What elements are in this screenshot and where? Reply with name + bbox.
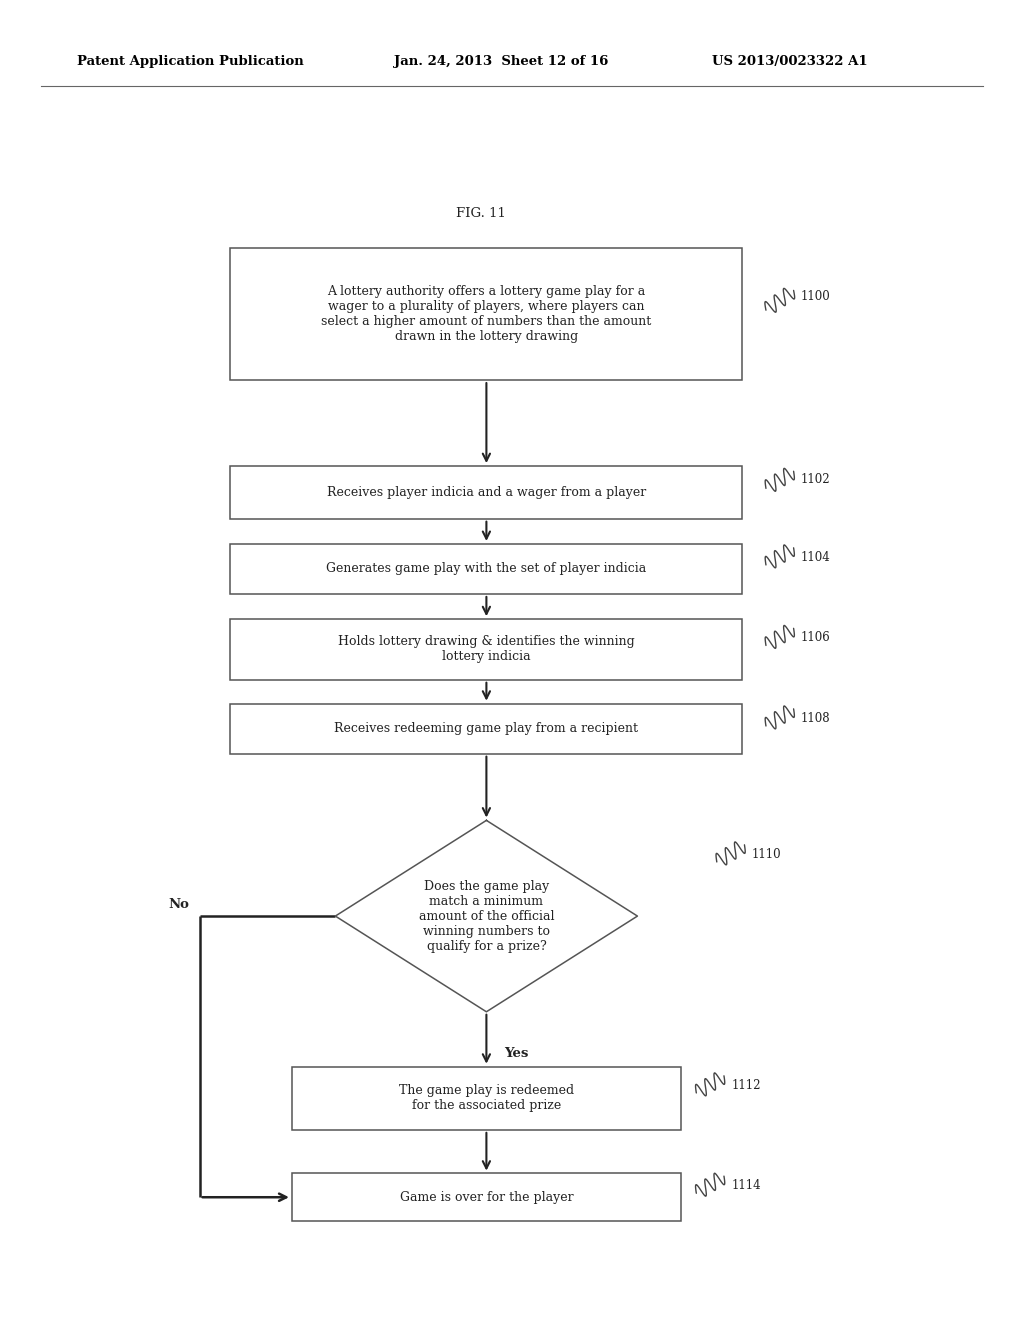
Text: 1104: 1104 [801, 550, 830, 564]
Text: Patent Application Publication: Patent Application Publication [77, 55, 303, 69]
Text: Receives redeeming game play from a recipient: Receives redeeming game play from a reci… [335, 722, 638, 735]
Text: Receives player indicia and a wager from a player: Receives player indicia and a wager from… [327, 486, 646, 499]
Text: FIG. 11: FIG. 11 [457, 207, 506, 220]
Text: Jan. 24, 2013  Sheet 12 of 16: Jan. 24, 2013 Sheet 12 of 16 [394, 55, 608, 69]
FancyBboxPatch shape [230, 619, 742, 680]
Text: Holds lottery drawing & identifies the winning
lottery indicia: Holds lottery drawing & identifies the w… [338, 635, 635, 664]
FancyBboxPatch shape [230, 704, 742, 754]
FancyBboxPatch shape [230, 248, 742, 380]
Text: A lottery authority offers a lottery game play for a
wager to a plurality of pla: A lottery authority offers a lottery gam… [322, 285, 651, 343]
Text: 1114: 1114 [731, 1179, 761, 1192]
Text: 1102: 1102 [801, 473, 830, 486]
Text: Does the game play
match a minimum
amount of the official
winning numbers to
qua: Does the game play match a minimum amoun… [419, 879, 554, 953]
Polygon shape [336, 820, 637, 1011]
FancyBboxPatch shape [230, 544, 742, 594]
Text: 1108: 1108 [801, 711, 830, 725]
Text: Game is over for the player: Game is over for the player [399, 1191, 573, 1204]
Text: Yes: Yes [504, 1047, 528, 1060]
FancyBboxPatch shape [230, 466, 742, 519]
FancyBboxPatch shape [292, 1067, 681, 1130]
Text: 1106: 1106 [801, 631, 830, 644]
Text: 1112: 1112 [731, 1078, 761, 1092]
Text: US 2013/0023322 A1: US 2013/0023322 A1 [712, 55, 867, 69]
FancyBboxPatch shape [292, 1173, 681, 1221]
Text: 1100: 1100 [801, 290, 830, 304]
Text: No: No [169, 898, 189, 911]
Text: Generates game play with the set of player indicia: Generates game play with the set of play… [327, 562, 646, 576]
Text: The game play is redeemed
for the associated prize: The game play is redeemed for the associ… [398, 1084, 574, 1113]
Text: 1110: 1110 [752, 847, 781, 861]
